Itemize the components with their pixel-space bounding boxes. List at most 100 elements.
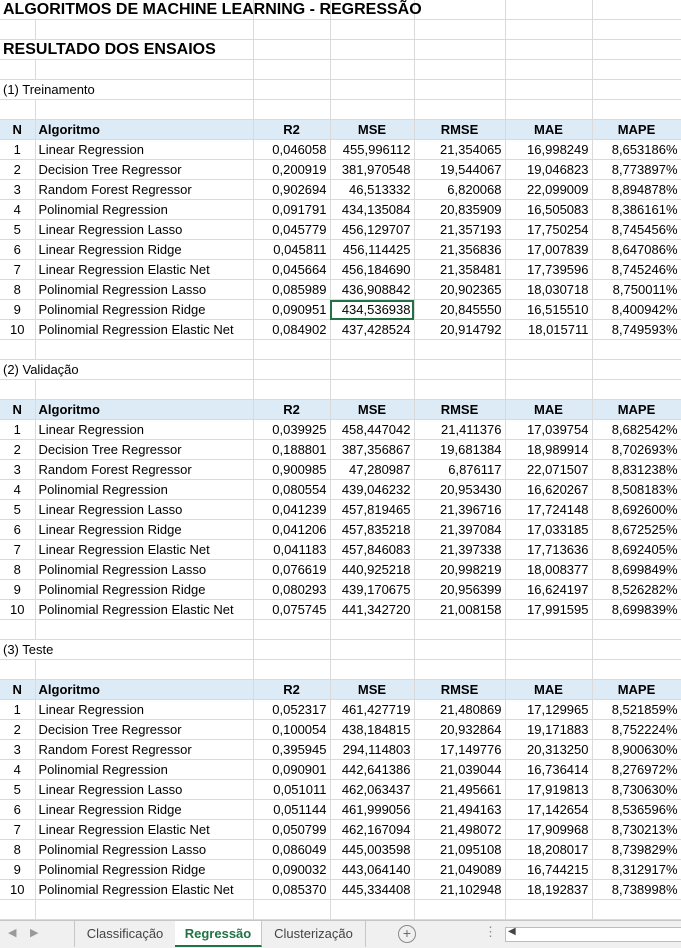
empty-cell[interactable] — [505, 339, 593, 360]
column-header-mse[interactable]: MSE — [330, 119, 415, 140]
cell-n[interactable]: 4 — [0, 199, 36, 220]
cell-n[interactable]: 8 — [0, 279, 36, 300]
cell-mae[interactable]: 17,739596 — [505, 259, 593, 280]
empty-cell[interactable] — [505, 899, 593, 920]
column-header-mae[interactable]: MAE — [505, 399, 593, 420]
empty-cell[interactable] — [35, 339, 254, 360]
cell-algoritmo[interactable]: Polinomial Regression Elastic Net — [35, 879, 254, 900]
cell-mape[interactable]: 8,752224% — [592, 719, 681, 740]
cell-mse[interactable]: 455,996112 — [330, 139, 415, 160]
cell-r2[interactable]: 0,052317 — [253, 699, 331, 720]
cell-algoritmo[interactable]: Linear Regression Ridge — [35, 799, 254, 820]
cell-n[interactable]: 10 — [0, 599, 36, 620]
empty-cell[interactable] — [414, 359, 506, 380]
cell-mae[interactable]: 18,008377 — [505, 559, 593, 580]
results-heading[interactable]: RESULTADO DOS ENSAIOS — [0, 39, 254, 60]
cell-mse[interactable]: 462,167094 — [330, 819, 415, 840]
cell-mse[interactable]: 457,835218 — [330, 519, 415, 540]
cell-algoritmo[interactable]: Random Forest Regressor — [35, 459, 254, 480]
cell-rmse[interactable]: 21,049089 — [414, 859, 506, 880]
empty-cell[interactable] — [592, 619, 681, 640]
cell-n[interactable]: 8 — [0, 559, 36, 580]
empty-cell[interactable] — [330, 39, 415, 60]
empty-cell[interactable] — [35, 379, 254, 400]
cell-mape[interactable]: 8,738998% — [592, 879, 681, 900]
cell-algoritmo[interactable]: Linear Regression Elastic Net — [35, 539, 254, 560]
cell-algoritmo[interactable]: Linear Regression Elastic Net — [35, 259, 254, 280]
cell-mae[interactable]: 18,192837 — [505, 879, 593, 900]
cell-mae[interactable]: 17,033185 — [505, 519, 593, 540]
cell-n[interactable]: 5 — [0, 779, 36, 800]
cell-mse[interactable]: 456,129707 — [330, 219, 415, 240]
empty-cell[interactable] — [592, 359, 681, 380]
column-header-r2[interactable]: R2 — [253, 119, 331, 140]
cell-mape[interactable]: 8,831238% — [592, 459, 681, 480]
empty-cell[interactable] — [505, 19, 593, 40]
section-label[interactable]: (2) Validação — [0, 359, 254, 380]
cell-rmse[interactable]: 21,102948 — [414, 879, 506, 900]
cell-mse[interactable]: 443,064140 — [330, 859, 415, 880]
spreadsheet-grid[interactable]: ALGORITMOS DE MACHINE LEARNING - REGRESS… — [0, 0, 681, 920]
cell-mse[interactable]: 440,925218 — [330, 559, 415, 580]
empty-cell[interactable] — [253, 79, 331, 100]
cell-algoritmo[interactable]: Polinomial Regression Ridge — [35, 579, 254, 600]
cell-mae[interactable]: 17,724148 — [505, 499, 593, 520]
cell-mape[interactable]: 8,702693% — [592, 439, 681, 460]
cell-mape[interactable]: 8,730630% — [592, 779, 681, 800]
empty-cell[interactable] — [330, 19, 415, 40]
cell-rmse[interactable]: 20,956399 — [414, 579, 506, 600]
empty-cell[interactable] — [414, 19, 506, 40]
cell-r2[interactable]: 0,091791 — [253, 199, 331, 220]
cell-mse[interactable]: 294,114803 — [330, 739, 415, 760]
cell-algoritmo[interactable]: Linear Regression — [35, 699, 254, 720]
empty-cell[interactable] — [330, 639, 415, 660]
column-header-r2[interactable]: R2 — [253, 399, 331, 420]
empty-cell[interactable] — [414, 79, 506, 100]
cell-r2[interactable]: 0,085989 — [253, 279, 331, 300]
cell-mape[interactable]: 8,508183% — [592, 479, 681, 500]
cell-mse[interactable]: 381,970548 — [330, 159, 415, 180]
cell-algoritmo[interactable]: Polinomial Regression Lasso — [35, 559, 254, 580]
cell-mae[interactable]: 18,989914 — [505, 439, 593, 460]
cell-mape[interactable]: 8,749593% — [592, 319, 681, 340]
cell-rmse[interactable]: 21,411376 — [414, 419, 506, 440]
empty-cell[interactable] — [330, 899, 415, 920]
cell-algoritmo[interactable]: Polinomial Regression Elastic Net — [35, 599, 254, 620]
cell-algoritmo[interactable]: Polinomial Regression Ridge — [35, 859, 254, 880]
cell-mape[interactable]: 8,750011% — [592, 279, 681, 300]
cell-mse[interactable]: 445,003598 — [330, 839, 415, 860]
cell-algoritmo[interactable]: Polinomial Regression Elastic Net — [35, 319, 254, 340]
empty-cell[interactable] — [35, 619, 254, 640]
cell-algoritmo[interactable]: Decision Tree Regressor — [35, 719, 254, 740]
cell-mape[interactable]: 8,894878% — [592, 179, 681, 200]
cell-mape[interactable]: 8,521859% — [592, 699, 681, 720]
column-header-mape[interactable]: MAPE — [592, 679, 681, 700]
cell-rmse[interactable]: 21,356836 — [414, 239, 506, 260]
cell-r2[interactable]: 0,039925 — [253, 419, 331, 440]
cell-rmse[interactable]: 21,358481 — [414, 259, 506, 280]
empty-cell[interactable] — [592, 639, 681, 660]
cell-r2[interactable]: 0,902694 — [253, 179, 331, 200]
cell-mae[interactable]: 22,099009 — [505, 179, 593, 200]
empty-cell[interactable] — [414, 659, 506, 680]
cell-mape[interactable]: 8,773897% — [592, 159, 681, 180]
empty-cell[interactable] — [505, 39, 593, 60]
cell-mse[interactable]: 457,846083 — [330, 539, 415, 560]
cell-mape[interactable]: 8,682542% — [592, 419, 681, 440]
cell-mae[interactable]: 18,208017 — [505, 839, 593, 860]
cell-r2[interactable]: 0,045811 — [253, 239, 331, 260]
cell-mape[interactable]: 8,730213% — [592, 819, 681, 840]
cell-algoritmo[interactable]: Polinomial Regression Ridge — [35, 299, 254, 320]
cell-r2[interactable]: 0,041206 — [253, 519, 331, 540]
cell-mape[interactable]: 8,699839% — [592, 599, 681, 620]
cell-n[interactable]: 8 — [0, 839, 36, 860]
cell-algoritmo[interactable]: Linear Regression Lasso — [35, 779, 254, 800]
cell-algoritmo[interactable]: Polinomial Regression Lasso — [35, 279, 254, 300]
empty-cell[interactable] — [253, 379, 331, 400]
cell-mse[interactable]: 438,184815 — [330, 719, 415, 740]
cell-n[interactable]: 2 — [0, 159, 36, 180]
empty-cell[interactable] — [592, 39, 681, 60]
cell-r2[interactable]: 0,045779 — [253, 219, 331, 240]
column-header-mape[interactable]: MAPE — [592, 119, 681, 140]
cell-r2[interactable]: 0,051011 — [253, 779, 331, 800]
